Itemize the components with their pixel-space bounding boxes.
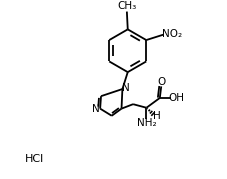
- Text: NH₂: NH₂: [137, 118, 156, 128]
- Text: OH: OH: [169, 93, 185, 103]
- Text: CH₃: CH₃: [117, 1, 136, 11]
- Text: N: N: [92, 104, 100, 114]
- Text: NO₂: NO₂: [162, 29, 182, 39]
- Text: HCl: HCl: [25, 154, 44, 163]
- Text: O: O: [157, 78, 165, 88]
- Text: N: N: [122, 83, 129, 93]
- Text: H: H: [153, 111, 161, 121]
